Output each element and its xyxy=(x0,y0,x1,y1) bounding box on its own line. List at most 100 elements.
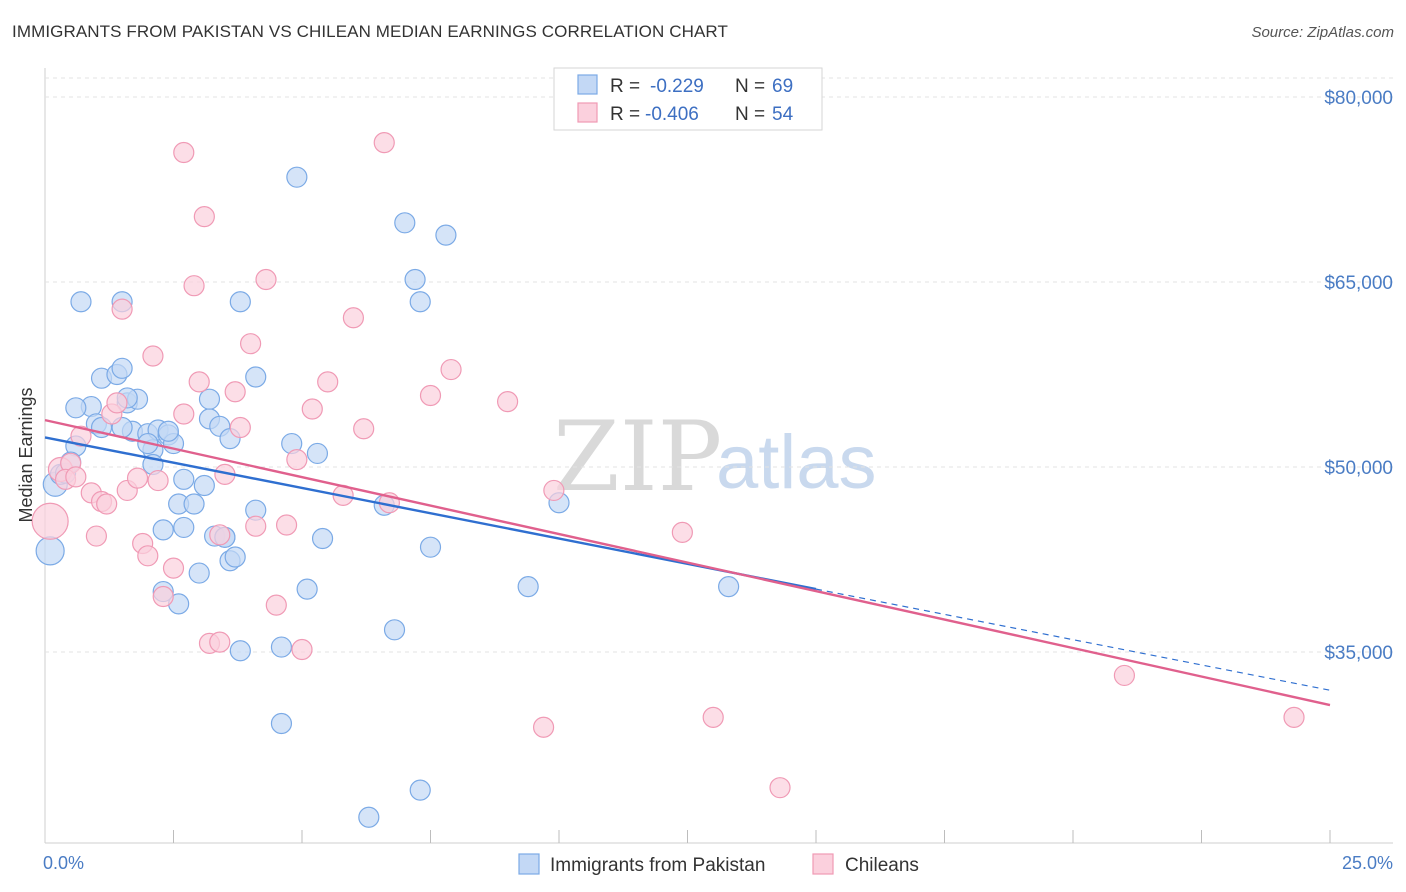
chilean-point xyxy=(265,594,287,616)
chilean-point xyxy=(106,392,128,414)
y-tick-labels: $35,000 $50,000 $65,000 $80,000 xyxy=(1324,88,1393,664)
chilean-point xyxy=(193,206,215,228)
chilean-point xyxy=(353,418,375,440)
bottom-legend-swatch-chileans xyxy=(812,853,834,875)
legend-r-label-1: R = xyxy=(610,76,640,97)
pakistan-point xyxy=(245,366,267,388)
pakistan-point xyxy=(229,291,251,313)
bottom-legend-label-chileans: Chileans xyxy=(845,855,919,876)
chilean-point xyxy=(497,391,519,413)
pakistan-point xyxy=(35,536,65,566)
legend-n-label-2: N = xyxy=(735,104,765,125)
chilean-trend-line xyxy=(44,418,1331,707)
chilean-point xyxy=(85,525,108,547)
pakistan-trend-extension xyxy=(815,588,1331,691)
legend-r-value-2: -0.406 xyxy=(645,104,699,125)
pakistan-point xyxy=(111,357,133,379)
pakistan-point xyxy=(183,493,205,515)
pakistan-point xyxy=(394,212,416,234)
chilean-point xyxy=(188,371,210,393)
pakistan-point xyxy=(198,388,221,410)
y-tick-label: $35,000 xyxy=(1324,643,1393,664)
y-tick-label: $50,000 xyxy=(1324,458,1393,479)
x-tick-label-min: 0.0% xyxy=(43,853,84,873)
chilean-point xyxy=(1113,664,1136,687)
pakistan-point xyxy=(70,291,92,313)
x-tick-label-max: 25.0% xyxy=(1342,853,1393,873)
pakistan-point xyxy=(224,546,246,568)
watermark-atlas: atlas xyxy=(716,420,877,505)
chilean-point xyxy=(224,381,246,403)
correlation-legend: R = -0.229 N = 69 R = -0.406 N = 54 xyxy=(553,67,823,131)
chilean-point xyxy=(111,298,133,320)
chilean-point xyxy=(70,425,92,447)
pakistan-trend-line xyxy=(44,436,817,591)
bottom-legend-swatch-pakistan xyxy=(518,853,540,875)
chilean-point xyxy=(301,398,323,420)
chart-title: IMMIGRANTS FROM PAKISTAN VS CHILEAN MEDI… xyxy=(12,22,728,41)
chilean-point xyxy=(342,307,364,329)
chilean-point xyxy=(173,403,195,425)
chilean-point xyxy=(96,493,118,515)
chilean-point xyxy=(275,514,298,536)
pakistan-point xyxy=(270,636,293,658)
pakistan-point xyxy=(173,468,195,490)
pakistan-point xyxy=(718,576,740,598)
pakistan-point xyxy=(419,536,442,558)
pakistan-point xyxy=(188,562,210,584)
chilean-point xyxy=(291,638,313,661)
chilean-point xyxy=(769,777,791,799)
chilean-point xyxy=(65,466,87,488)
chilean-point xyxy=(419,384,442,407)
chilean-point xyxy=(702,706,724,728)
x-ticks xyxy=(173,830,1331,843)
watermark-zip: ZIP xyxy=(553,401,722,513)
chilean-point xyxy=(152,585,174,608)
chilean-point xyxy=(209,524,231,546)
chilean-point xyxy=(1283,706,1305,728)
pakistan-point xyxy=(65,397,87,419)
y-tick-label: $65,000 xyxy=(1324,273,1393,294)
chilean-point xyxy=(532,716,555,738)
chilean-point xyxy=(245,515,267,537)
chilean-point xyxy=(317,371,339,393)
chilean-point xyxy=(142,345,164,367)
legend-swatch-pakistan xyxy=(577,74,598,95)
pakistan-point xyxy=(409,779,431,801)
chilean-point xyxy=(255,268,277,291)
chilean-point xyxy=(173,141,195,164)
chilean-point xyxy=(31,502,69,540)
pakistan-point xyxy=(435,224,457,246)
chilean-point xyxy=(126,467,149,489)
chilean-point xyxy=(209,631,231,653)
chilean-point xyxy=(543,479,565,502)
chilean-point xyxy=(162,557,185,579)
trend-lines xyxy=(44,418,1331,707)
chilean-point xyxy=(373,132,395,154)
legend-swatch-chileans xyxy=(577,102,598,123)
pakistan-point xyxy=(306,442,329,465)
pakistan-point xyxy=(383,619,406,641)
legend-n-value-2: 54 xyxy=(772,104,794,125)
legend-n-label-1: N = xyxy=(735,76,765,97)
legend-n-value-1: 69 xyxy=(772,76,793,97)
pakistan-point xyxy=(270,712,293,735)
chilean-point xyxy=(137,545,159,567)
gridlines xyxy=(45,77,1393,653)
pakistan-point xyxy=(517,576,539,598)
pakistan-point xyxy=(229,640,251,662)
chilean-point xyxy=(147,469,169,492)
series-legend: Immigrants from Pakistan Chileans xyxy=(518,853,919,876)
pakistan-point xyxy=(157,420,179,442)
series-chileans-points xyxy=(31,132,1305,799)
bottom-legend-label-pakistan: Immigrants from Pakistan xyxy=(550,855,765,876)
legend-r-value-1: -0.229 xyxy=(650,76,704,97)
pakistan-point xyxy=(193,474,215,497)
pakistan-point xyxy=(152,519,174,541)
chilean-point xyxy=(286,449,308,471)
legend-r-label-2: R = xyxy=(610,104,640,125)
chilean-point xyxy=(183,275,205,297)
pakistan-point xyxy=(311,527,334,550)
chilean-point xyxy=(440,358,462,381)
